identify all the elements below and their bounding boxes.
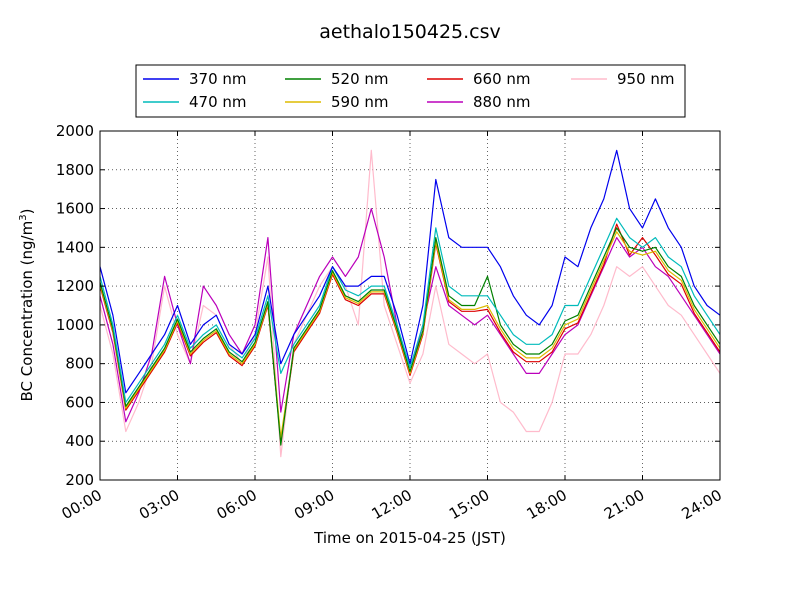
legend-label: 950 nm	[617, 70, 675, 88]
y-tick-label: 1600	[56, 200, 94, 218]
series-line-370-nm	[99, 149, 721, 394]
legend-label: 880 nm	[473, 93, 531, 111]
y-tick-label: 1800	[56, 161, 94, 179]
series-line-590-nm	[99, 231, 721, 438]
y-tick-label: 800	[65, 355, 94, 373]
series-line-470-nm	[99, 217, 721, 403]
series-line-520-nm	[99, 227, 721, 446]
y-axis-label-superscript: 3	[18, 214, 29, 220]
y-tick-label: 1000	[56, 316, 94, 334]
legend-label: 370 nm	[189, 70, 247, 88]
y-tick-label: 400	[65, 432, 94, 450]
chart-title: aethalo150425.csv	[319, 21, 501, 43]
legend: 370 nm 470 nm 520 nm 590 nm 660 nm 880 nm 950 …	[135, 64, 686, 118]
y-tick-label: 600	[65, 393, 94, 411]
y-tick-label: 1400	[56, 238, 94, 256]
legend-box	[135, 64, 686, 118]
y-axis-label: BC Concentration (ng/m3)	[18, 209, 36, 402]
y-tick-label: 200	[65, 471, 94, 489]
series-line-660-nm	[99, 223, 721, 442]
y-tick-label: 2000	[56, 122, 94, 140]
y-axis-label-end: )	[18, 209, 36, 215]
y-axis-label-main: BC Concentration (ng/m	[18, 221, 36, 402]
series-line-950-nm	[99, 149, 721, 458]
series-layer	[99, 149, 721, 458]
legend-label: 660 nm	[473, 70, 531, 88]
legend-label: 590 nm	[331, 93, 389, 111]
legend-label: 520 nm	[331, 70, 389, 88]
y-tick-label: 1200	[56, 277, 94, 295]
legend-label: 470 nm	[189, 93, 247, 111]
x-axis-label: Time on 2015-04-25 (JST)	[313, 529, 506, 547]
